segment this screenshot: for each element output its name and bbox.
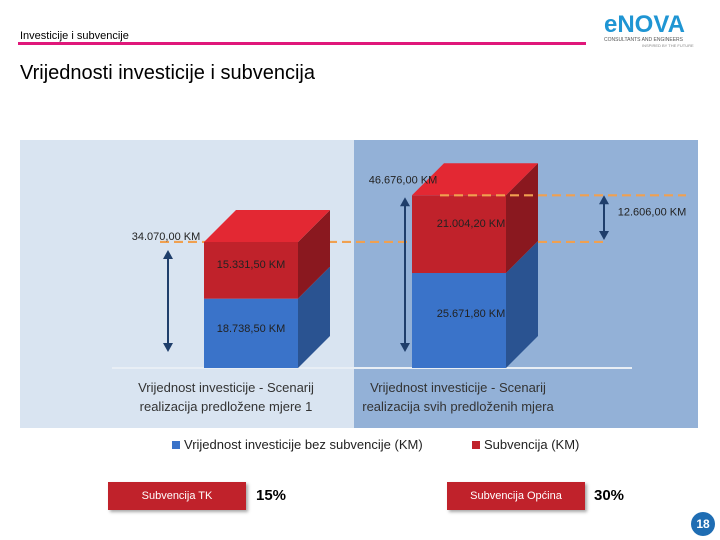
logo-wordmark: eNOVA: [604, 11, 685, 38]
legend-swatch-investicija: [172, 441, 180, 449]
percent-subvencija-tk: 15%: [256, 487, 287, 504]
category-label-2-line-2: realizacija svih predloženih mjera: [362, 399, 554, 414]
data-label-investicija-2: 25.671,80 KM: [437, 308, 506, 320]
bar-side-subvencija-2: [506, 163, 538, 274]
bar-top-2: [412, 163, 538, 196]
range-arrow-1-head-top: [163, 249, 173, 259]
difference-arrow-head-bottom: [599, 230, 609, 240]
bar-side-investicija-2: [506, 241, 538, 368]
logo-subtagline: INSPIRED BY THE FUTURE: [642, 43, 694, 48]
difference-label: 12.606,00 KM: [618, 206, 687, 218]
badge-subvencija-opcina: Subvencija Općina: [447, 482, 585, 510]
enova-logo: eNOVA CONSULTANTS AND ENGINEERS INSPIRED…: [604, 11, 694, 48]
bar-front-investicija-2: [412, 273, 506, 368]
bar-front-subvencija-1: [204, 241, 298, 299]
bar-top-1: [204, 209, 330, 242]
range-arrow-2-head-top: [400, 197, 410, 207]
bar-side-investicija-1: [298, 266, 330, 368]
header-divider: [18, 42, 586, 45]
legend-label-investicija: Vrijednost investicije bez subvencije (K…: [184, 437, 423, 452]
category-label-2-line-1: Vrijednost investicije - Scenarij: [370, 380, 546, 395]
bar-front-subvencija-2: [412, 195, 506, 274]
total-label-1: 34.070,00 KM: [132, 231, 201, 243]
badge-subvencija-tk: Subvencija TK: [108, 482, 246, 510]
difference-arrow-head-top: [599, 195, 609, 205]
percent-subvencija-opcina: 30%: [594, 487, 625, 504]
range-arrow-2-head-bottom: [400, 343, 410, 352]
bar-front-investicija-1: [204, 298, 298, 368]
category-label-1-line-2: realizacija predložene mjere 1: [140, 399, 313, 414]
legend-swatch-subvencija: [472, 441, 480, 449]
total-label-2: 46.676,00 KM: [369, 174, 438, 186]
data-label-investicija-1: 18.738,50 KM: [217, 323, 286, 335]
data-label-subvencija-2: 21.004,20 KM: [437, 218, 506, 230]
slide-title: Vrijednosti investicije i subvencija: [20, 62, 315, 84]
range-arrow-1-head-bottom: [163, 343, 173, 352]
category-label-1-line-1: Vrijednost investicije - Scenarij: [138, 380, 314, 395]
logo-tagline: CONSULTANTS AND ENGINEERS: [604, 37, 684, 43]
legend-label-subvencija: Subvencija (KM): [484, 437, 579, 452]
section-title: Investicije i subvencije: [20, 30, 129, 42]
bar-side-subvencija-1: [298, 209, 330, 299]
data-label-subvencija-1: 15.331,50 KM: [217, 259, 286, 271]
page-number: 18: [691, 512, 715, 536]
